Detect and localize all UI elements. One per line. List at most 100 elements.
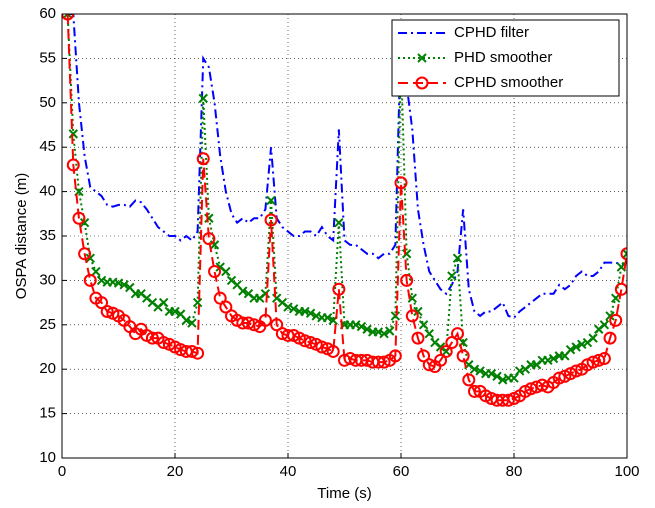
marker-x — [362, 324, 372, 334]
marker-x — [548, 353, 559, 364]
marker-x — [79, 217, 90, 228]
marker-circle — [609, 313, 623, 327]
marker-x — [373, 327, 384, 337]
legend: CPHD filter PHD smoother CPHD smoother — [391, 19, 620, 97]
marker-x — [543, 355, 553, 366]
marker-x — [447, 271, 457, 281]
marker-x — [192, 297, 203, 308]
marker-circle — [191, 346, 205, 360]
marker-x — [599, 320, 610, 330]
marker-circle — [219, 300, 233, 314]
marker-circle — [66, 158, 80, 172]
marker-circle — [388, 349, 402, 363]
marker-x — [379, 328, 389, 339]
marker-circle — [445, 336, 459, 350]
marker-x — [119, 280, 129, 290]
legend-label: CPHD smoother — [454, 74, 563, 91]
x-tick-label: 100 — [614, 463, 639, 480]
marker-x — [305, 308, 316, 318]
x-tick-label: 60 — [393, 463, 410, 480]
marker-x — [68, 129, 79, 139]
marker-circle — [83, 273, 97, 287]
marker-circle — [270, 318, 284, 332]
marker-x — [158, 297, 169, 308]
marker-x — [616, 262, 627, 272]
marker-x — [571, 342, 581, 352]
marker-x — [204, 213, 214, 223]
marker-circle — [315, 340, 329, 354]
marker-x — [288, 304, 299, 314]
y-axis-label: OSPA distance (m) — [13, 173, 30, 299]
series-line — [67, 14, 627, 319]
marker-circle — [78, 247, 92, 261]
marker-circle — [213, 291, 227, 305]
marker-x — [486, 368, 497, 379]
y-tick-label: 15 — [39, 405, 56, 422]
marker-x — [260, 289, 271, 299]
marker-circle — [208, 265, 222, 279]
y-tick-label: 30 — [39, 271, 56, 288]
marker-x — [610, 293, 621, 303]
y-tick-label: 60 — [39, 5, 56, 22]
marker-circle — [415, 76, 429, 90]
marker-x — [300, 306, 310, 317]
marker-circle — [405, 309, 419, 323]
marker-x — [170, 306, 180, 317]
marker-circle — [264, 213, 278, 227]
marker-circle — [95, 296, 109, 310]
marker-circle — [100, 304, 114, 318]
legend-label: CPHD filter — [454, 24, 529, 41]
marker-x — [390, 311, 401, 321]
marker-circle — [586, 355, 600, 369]
y-tick-label: 50 — [39, 94, 56, 111]
marker-x — [418, 320, 429, 330]
marker-circle — [462, 373, 476, 387]
legend-label: PHD smoother — [454, 49, 552, 66]
marker-x — [221, 266, 231, 277]
x-tick-label: 80 — [506, 463, 523, 480]
marker-circle — [501, 393, 515, 407]
marker-x — [424, 328, 434, 339]
ticks: 0 20 40 60 80 100 10 15 20 25 30 35 40 45 50 55 60 — [39, 5, 639, 480]
marker-circle — [298, 334, 312, 348]
marker-x — [384, 326, 395, 336]
marker-circle — [202, 232, 216, 246]
marker-circle — [592, 353, 606, 367]
marker-circle — [569, 364, 583, 378]
series-line — [66, 14, 627, 402]
marker-x — [622, 249, 627, 259]
marker-x — [96, 275, 107, 286]
marker-circle — [145, 331, 159, 345]
marker-x — [113, 278, 124, 288]
marker-x — [497, 375, 508, 385]
series-line — [66, 14, 627, 381]
marker-x — [334, 217, 344, 228]
marker-x — [492, 371, 502, 382]
marker-x — [238, 286, 248, 296]
marker-x — [605, 311, 615, 321]
marker-circle — [258, 313, 272, 327]
marker-x — [577, 339, 587, 350]
y-tick-label: 20 — [39, 360, 56, 377]
marker-circle — [247, 318, 261, 332]
marker-circle — [422, 358, 436, 372]
marker-circle — [332, 282, 346, 296]
marker-circle — [439, 344, 453, 358]
marker-circle — [394, 176, 408, 190]
marker-circle — [196, 152, 210, 166]
y-tick-label: 35 — [39, 227, 56, 244]
marker-circle — [603, 331, 617, 345]
marker-circle — [456, 349, 470, 363]
marker-x — [475, 366, 485, 376]
marker-x — [91, 266, 101, 277]
marker-x — [469, 364, 480, 374]
marker-circle — [72, 211, 86, 225]
marker-x — [322, 312, 333, 323]
marker-x — [452, 253, 463, 263]
marker-x — [351, 320, 361, 330]
marker-x — [588, 333, 598, 343]
marker-x — [187, 318, 197, 328]
x-tick-label: 0 — [58, 463, 66, 480]
